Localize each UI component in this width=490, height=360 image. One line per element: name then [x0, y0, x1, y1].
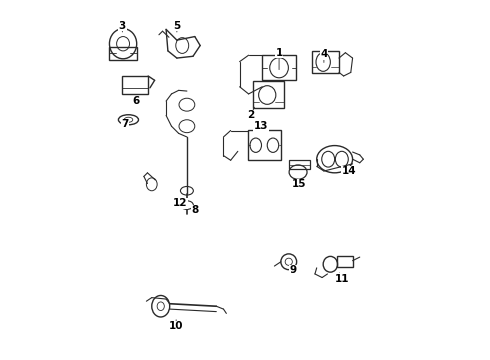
Bar	[289, 160, 310, 169]
Text: 11: 11	[335, 274, 349, 284]
Text: 15: 15	[292, 179, 306, 189]
Bar	[122, 76, 148, 94]
Text: 9: 9	[290, 265, 297, 275]
Text: 13: 13	[254, 121, 269, 131]
Bar	[253, 81, 284, 108]
Text: 14: 14	[342, 166, 356, 176]
Text: 6: 6	[132, 96, 139, 106]
Bar	[313, 51, 339, 73]
Bar	[262, 55, 296, 80]
Text: 4: 4	[320, 49, 328, 59]
Bar	[337, 256, 353, 267]
Text: 7: 7	[121, 120, 128, 129]
Text: 5: 5	[173, 21, 180, 31]
Bar	[109, 46, 137, 60]
Text: 3: 3	[119, 21, 126, 31]
Text: 8: 8	[191, 206, 198, 216]
Text: 10: 10	[169, 321, 183, 331]
Bar	[248, 130, 281, 160]
Text: 2: 2	[247, 111, 254, 121]
Text: 12: 12	[173, 198, 188, 208]
Text: 1: 1	[275, 48, 283, 58]
